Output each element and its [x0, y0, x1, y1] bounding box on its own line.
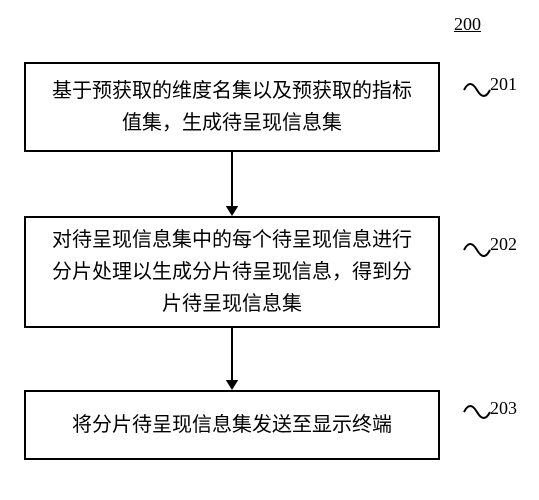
- figure-number: 200: [454, 14, 481, 35]
- box-text: 对待呈现信息集中的每个待呈现信息进行分片处理以生成分片待呈现信息，得到分片待呈现…: [46, 224, 418, 320]
- flowchart-box-step-203: 将分片待呈现信息集发送至显示终端: [24, 390, 440, 460]
- label-connector: [464, 406, 490, 418]
- flowchart-box-step-202: 对待呈现信息集中的每个待呈现信息进行分片处理以生成分片待呈现信息，得到分片待呈现…: [24, 216, 440, 328]
- box-text: 将分片待呈现信息集发送至显示终端: [72, 409, 392, 441]
- label-connector: [464, 84, 490, 96]
- arrow-head: [226, 206, 239, 216]
- label-connector: [464, 244, 490, 256]
- step-label-201: 201: [490, 74, 517, 95]
- arrow-head: [226, 380, 239, 390]
- box-text: 基于预获取的维度名集以及预获取的指标值集，生成待呈现信息集: [46, 75, 418, 139]
- step-label-203: 203: [490, 398, 517, 419]
- step-label-202: 202: [490, 234, 517, 255]
- flowchart-box-step-201: 基于预获取的维度名集以及预获取的指标值集，生成待呈现信息集: [24, 62, 440, 152]
